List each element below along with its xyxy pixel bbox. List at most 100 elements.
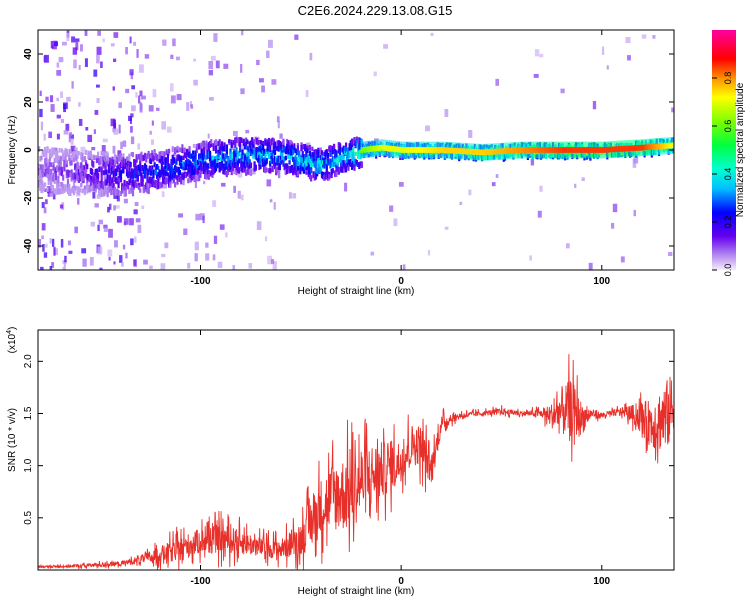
spectrogram-ridge-cell xyxy=(234,161,237,168)
spectrogram-ridge-cell xyxy=(277,145,280,152)
spectrogram-ridge-cell xyxy=(110,167,113,175)
spectrogram-ridge-cell xyxy=(101,151,105,159)
spectrogram-ridge-cell xyxy=(308,160,312,165)
snr-panel: -100 0 100 0.51.01.52.0 Height of straight… xyxy=(6,327,675,597)
spectrogram-ridge-cell xyxy=(47,159,50,166)
spectrogram-ridge-cell xyxy=(178,176,182,182)
spectrogram-ridge-cell xyxy=(240,164,243,172)
spectrogram-ridge-cell xyxy=(246,156,249,164)
spectrogram-ridge-cell xyxy=(272,147,275,154)
spectrogram-ridge-cell xyxy=(149,153,153,159)
spectrogram-ridge-cell xyxy=(275,146,278,151)
spectrogram-noise-cell xyxy=(73,59,77,69)
spectrogram-ridge-cell xyxy=(42,166,46,172)
spectrogram-ridge-cell xyxy=(314,172,318,179)
spectrogram-ridge-cell xyxy=(158,151,161,156)
spectrogram-ridge-cell xyxy=(57,183,60,189)
spectrogram-ridge-cell xyxy=(98,181,101,189)
spectrogram-y-tick-label: -20 xyxy=(23,190,34,205)
spectrogram-ridge-cell xyxy=(163,151,166,157)
spectrogram-ridge-cell xyxy=(196,159,200,166)
spectrogram-noise-cell xyxy=(209,97,214,101)
spectrogram-ridge-cell xyxy=(277,162,280,170)
spectrogram-noise-cell xyxy=(250,167,256,175)
spectrogram-ridge-cell xyxy=(171,146,174,153)
spectrogram-ridge-cell xyxy=(95,158,98,164)
spectrogram-ridge-cell xyxy=(63,150,66,155)
spectrogram-noise-cell xyxy=(641,34,647,39)
spectrogram-ridge-cell xyxy=(151,154,154,160)
spectrogram-core-cell xyxy=(447,147,450,154)
spectrogram-noise-cell xyxy=(169,83,174,92)
spectrogram-core-cell xyxy=(491,148,494,155)
spectrogram-noise-cell xyxy=(195,213,201,221)
spectrogram-noise-cell xyxy=(172,38,176,47)
spectrogram-noise-cell xyxy=(221,182,226,187)
snr-exponent-prefix: (x10 xyxy=(7,333,18,353)
spectrogram-ridge-cell xyxy=(76,151,79,157)
snr-x-tick-label: -100 xyxy=(191,576,211,587)
spectrogram-ridge-cell xyxy=(225,144,228,149)
spectrogram-ridge-cell xyxy=(323,164,326,169)
spectrogram-noise-cell xyxy=(581,177,585,181)
spectrogram-ridge-cell xyxy=(312,156,315,163)
spectrogram-ridge-cell xyxy=(186,158,189,166)
spectrogram-ridge-cell xyxy=(289,148,292,156)
spectrogram-ridge-cell xyxy=(80,172,83,180)
spectrogram-ridge-cell xyxy=(313,153,316,159)
spectrogram-ridge-cell xyxy=(148,158,151,164)
spectrogram-noise-cell xyxy=(129,69,134,76)
spectrogram-noise-cell xyxy=(122,244,126,250)
spectrogram-ridge-cell xyxy=(279,150,283,156)
spectrogram-ridge-cell xyxy=(62,187,65,194)
spectrogram-ridge-cell xyxy=(103,181,106,186)
spectrogram-ridge-cell xyxy=(60,166,64,174)
spectrogram-ridge-cell xyxy=(194,150,197,156)
spectrogram-core-cell xyxy=(371,145,374,152)
spectrogram-ridge-cell xyxy=(329,145,332,151)
spectrogram-core-cell xyxy=(485,149,488,156)
spectrogram-ridge-cell xyxy=(96,179,100,185)
spectrogram-ridge-cell xyxy=(83,165,86,170)
spectrogram-noise-cell xyxy=(107,206,110,213)
spectrogram-ridge-cell xyxy=(225,170,228,178)
spectrogram-ridge-cell xyxy=(119,161,123,169)
spectrogram-ridge-cell xyxy=(255,147,259,152)
spectrogram-ridge-cell xyxy=(260,157,263,162)
spectrogram-ridge-cell xyxy=(168,179,171,186)
spectrogram-ridge-cell xyxy=(116,156,119,162)
spectrogram-ridge-cell xyxy=(136,165,139,171)
spectrogram-ridge-cell xyxy=(140,173,143,180)
spectrogram-ridge-cell xyxy=(288,160,291,165)
spectrogram-ridge-cell xyxy=(175,159,178,165)
spectrogram-noise-cell xyxy=(534,49,540,57)
spectrogram-ridge-cell xyxy=(308,145,312,151)
spectrogram-ridge-cell xyxy=(248,146,251,153)
spectrogram-ridge-cell xyxy=(294,155,297,160)
spectrogram-core-cell xyxy=(373,145,376,152)
spectrogram-core-cell xyxy=(401,147,404,153)
spectrogram-ridge-cell xyxy=(265,158,268,165)
spectrogram-core-cell xyxy=(411,147,414,153)
spectrogram-ridge-cell xyxy=(153,152,156,159)
spectrogram-ridge-cell xyxy=(207,144,210,152)
spectrogram-ridge-cell xyxy=(278,142,281,149)
spectrogram-ridge-cell xyxy=(233,157,236,163)
snr-frame xyxy=(37,329,675,571)
spectrogram-ridge-cell xyxy=(305,150,308,157)
spectrogram-core-cell xyxy=(661,143,665,149)
spectrogram-ridge-cell xyxy=(239,147,242,153)
spectrogram-ridge-cell xyxy=(68,183,71,190)
spectrogram-ridge-cell xyxy=(51,147,54,154)
spectrogram-ridge-cell xyxy=(189,154,192,160)
spectrogram-ridge-cell xyxy=(51,175,54,181)
spectrogram-ridge-cell xyxy=(116,160,119,165)
spectrogram-noise-cell xyxy=(167,151,170,156)
spectrogram-ridge-cell xyxy=(65,150,68,157)
spectrogram-ridge-cell xyxy=(337,167,340,175)
spectrogram-core-cell xyxy=(433,147,436,153)
spectrogram-ridge-cell xyxy=(95,168,98,173)
spectrogram-noise-cell xyxy=(47,188,50,197)
spectrogram-ridge-cell xyxy=(313,149,316,155)
spectrogram-ridge-cell xyxy=(243,162,247,169)
